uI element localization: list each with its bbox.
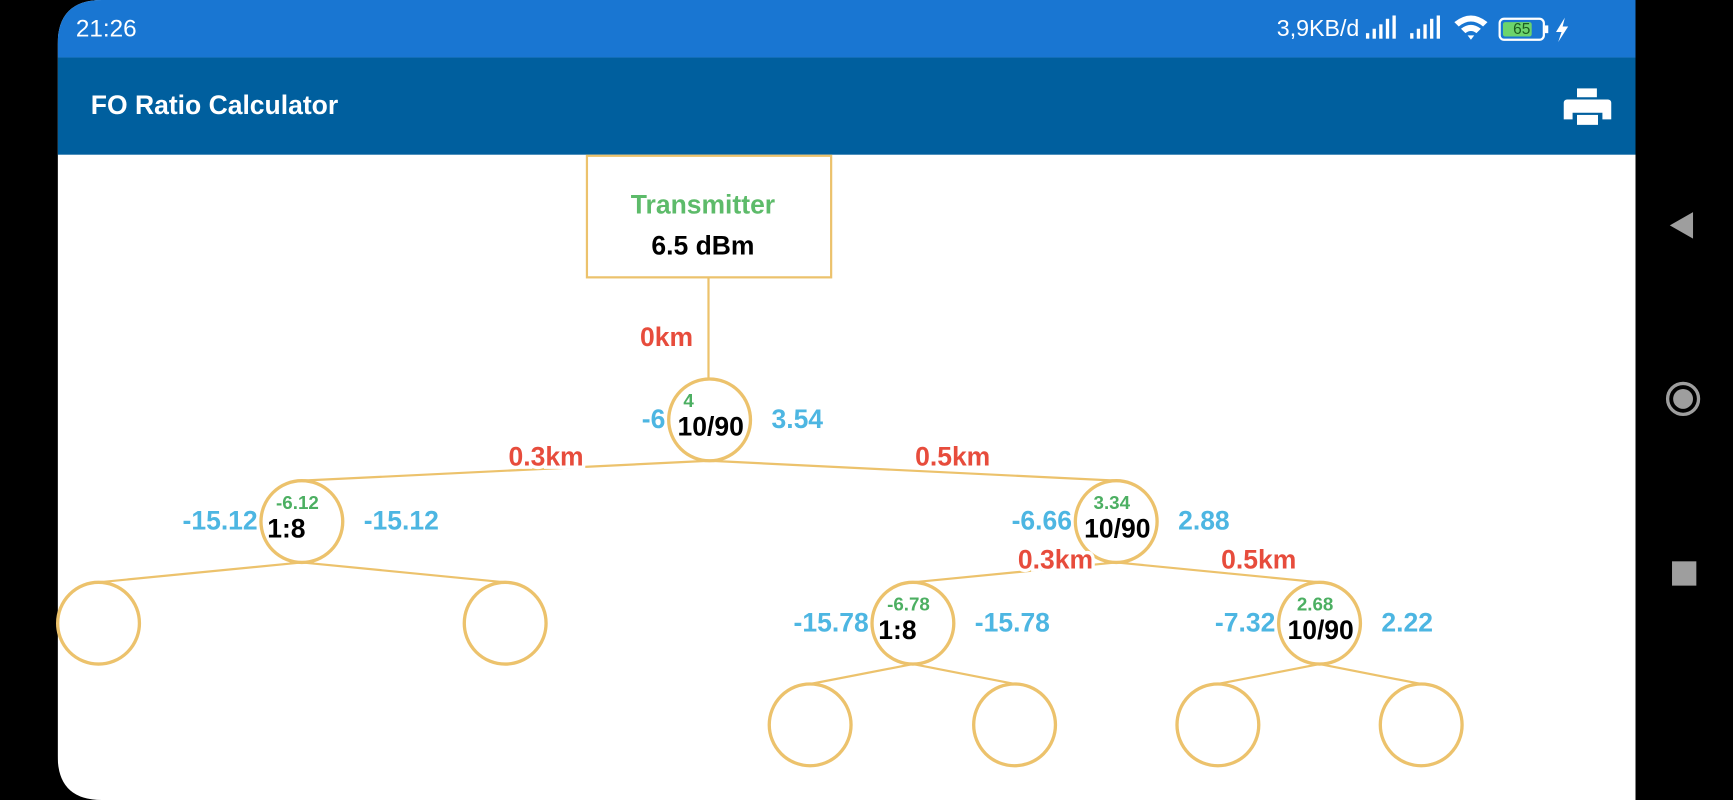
status-bar (57, 0, 1636, 58)
split-ratio: 10/90 (1084, 513, 1150, 543)
input-power: 3.34 (1094, 492, 1131, 513)
output-right: -15.78 (975, 607, 1050, 637)
battery-outline (1498, 17, 1545, 41)
nav-bar (1665, 212, 1701, 586)
fiber-link (98, 561, 302, 584)
back-button[interactable] (1669, 212, 1694, 239)
transmitter-label: Transmitter (631, 190, 775, 220)
output-left: -6.66 (1012, 506, 1072, 536)
transmitter-power: 6.5 dBm (651, 231, 754, 261)
output-left: -6 (642, 404, 666, 434)
app-window (57, 0, 1636, 800)
fiber-link (709, 459, 1117, 482)
split-ratio: 1:8 (267, 513, 305, 543)
input-power: -6.12 (276, 492, 319, 513)
distance: 0.3km (1018, 544, 1093, 574)
signal-icons (1365, 15, 1488, 40)
output-right: -15.12 (364, 506, 439, 536)
charging-icon (1556, 17, 1569, 42)
fiber-link (809, 663, 914, 686)
network-speed: 3,9KB/d (1277, 15, 1360, 41)
output-right: 2.22 (1381, 607, 1433, 637)
recents-button[interactable] (1672, 561, 1697, 586)
fiber-link (301, 459, 710, 482)
output-left: -15.78 (794, 607, 869, 637)
distance: 0km (640, 322, 693, 352)
transmitter-box (585, 154, 833, 279)
splitter-node (259, 479, 345, 565)
empty-node (767, 682, 853, 768)
split-ratio: 10/90 (678, 412, 744, 442)
split-ratio: 1:8 (878, 615, 916, 645)
output-left: -15.12 (183, 506, 258, 536)
input-power: -6.78 (887, 593, 930, 614)
splitter-node (870, 580, 956, 666)
fiber-link (1217, 663, 1320, 686)
output-right: 2.88 (1178, 506, 1230, 536)
splitter-node (667, 377, 753, 463)
fiber-link (912, 561, 1117, 584)
home-button[interactable] (1665, 381, 1701, 417)
app-title: FO Ratio Calculator (91, 90, 338, 120)
clock: 21:26 (76, 15, 137, 42)
input-power: 2.68 (1297, 593, 1334, 614)
splitter-node (1276, 580, 1363, 666)
fiber-link (1319, 663, 1422, 686)
empty-node (1175, 682, 1261, 768)
fiber-link (1116, 561, 1320, 584)
empty-node (972, 682, 1058, 768)
fiber-link (912, 663, 1015, 686)
distance: 0.3km (508, 442, 583, 472)
battery-percent: 65 (1513, 21, 1530, 38)
battery-tip (1544, 25, 1549, 34)
empty-node (1378, 682, 1464, 768)
splitter-node (1073, 479, 1159, 565)
output-right: 3.54 (771, 404, 823, 434)
home-dot (1673, 388, 1694, 409)
print-button[interactable] (1563, 88, 1612, 125)
distance: 0.5km (1221, 544, 1296, 574)
battery-level (1502, 22, 1532, 37)
input-power: 4 (683, 390, 694, 411)
output-left: -7.32 (1215, 607, 1275, 637)
app-bar (57, 57, 1636, 155)
distance: 0.5km (915, 442, 990, 472)
empty-node (462, 580, 548, 666)
fiber-link (301, 561, 506, 584)
split-ratio: 10/90 (1287, 615, 1353, 645)
empty-node (56, 580, 142, 666)
splitter-tree: 410/90-6 3.540.3km-6.121:8-15.12 -15.120.5… (56, 377, 1464, 768)
